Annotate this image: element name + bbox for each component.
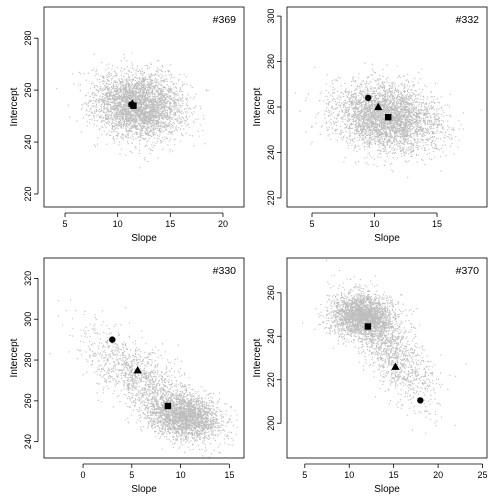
x-tick-label: 0 <box>81 470 86 480</box>
x-tick-label: 25 <box>478 470 488 480</box>
y-tick-label: 320 <box>23 271 33 286</box>
y-tick-label: 260 <box>23 393 33 408</box>
y-tick-label: 200 <box>266 416 276 431</box>
marker-circle <box>109 336 116 343</box>
panel-label: #330 <box>213 265 237 277</box>
y-tick-label: 300 <box>266 9 276 24</box>
marker-triangle <box>391 362 400 370</box>
y-tick-label: 260 <box>266 285 276 300</box>
panel-label: #370 <box>456 265 480 277</box>
panel-label: #369 <box>213 14 237 26</box>
panel-4: 5 10 15 20 25 200 220 240 260 Slope Intercept #370 <box>252 257 488 495</box>
point-cloud <box>56 52 209 169</box>
y-tick-label: 260 <box>23 83 33 98</box>
marker-circle <box>365 94 372 102</box>
y-tick-label: 220 <box>266 372 276 387</box>
plot-frame <box>43 257 245 459</box>
y-tick-label: 280 <box>266 54 276 69</box>
y-axis-label: Intercept <box>252 338 263 377</box>
plot-frame <box>286 6 488 208</box>
y-tick-label: 280 <box>23 353 33 368</box>
y-axis-label: Intercept <box>9 87 20 126</box>
y-tick-label: 240 <box>23 135 33 150</box>
x-tick-label: 10 <box>113 219 123 229</box>
x-axis-label: Slope <box>131 484 157 495</box>
y-tick-label: 220 <box>266 190 276 205</box>
x-tick-label: 20 <box>433 470 443 480</box>
y-tick-label: 240 <box>266 329 276 344</box>
x-axis-label: Slope <box>131 233 157 244</box>
y-axis-label: Intercept <box>252 87 263 126</box>
x-tick-label: 10 <box>369 219 379 229</box>
panel-2: 5 10 15 220 240 260 280 300 Slope Intercept #332 <box>252 6 488 244</box>
y-tick-label: 260 <box>266 99 276 114</box>
marker-triangle <box>374 102 383 111</box>
plot-frame <box>286 257 488 459</box>
marker-circle <box>417 397 424 404</box>
point-cloud <box>302 259 467 434</box>
x-tick-label: 15 <box>224 470 234 480</box>
x-tick-label: 15 <box>165 219 175 229</box>
marker-square <box>385 114 392 121</box>
x-tick-label: 20 <box>218 219 228 229</box>
x-tick-label: 15 <box>432 219 442 229</box>
x-tick-label: 15 <box>389 470 399 480</box>
marker-square <box>364 323 372 330</box>
y-axis-label: Intercept <box>9 338 20 377</box>
x-axis-label: Slope <box>374 233 400 244</box>
marker-square <box>130 102 137 109</box>
y-tick-label: 300 <box>23 312 33 327</box>
y-tick-label: 280 <box>23 31 33 46</box>
marker-square <box>164 402 172 410</box>
y-tick-label: 240 <box>266 145 276 160</box>
y-tick-label: 240 <box>23 434 33 449</box>
panel-1: 5 10 15 20 220 240 260 280 Slope Intercept #369 <box>9 6 245 244</box>
x-axis-label: Slope <box>374 484 400 495</box>
panel-3: 0 5 10 15 240 260 280 300 320 Slope Intercept #330 <box>9 257 245 495</box>
x-tick-label: 5 <box>129 470 134 480</box>
x-tick-label: 5 <box>302 470 307 480</box>
x-tick-label: 10 <box>176 470 186 480</box>
point-cloud <box>49 299 238 458</box>
x-tick-label: 5 <box>63 219 68 229</box>
x-tick-label: 10 <box>344 470 354 480</box>
marker-triangle <box>133 366 142 374</box>
plot-frame <box>43 6 245 208</box>
x-tick-label: 5 <box>309 219 314 229</box>
panel-label: #332 <box>456 14 480 26</box>
y-tick-label: 220 <box>23 186 33 201</box>
